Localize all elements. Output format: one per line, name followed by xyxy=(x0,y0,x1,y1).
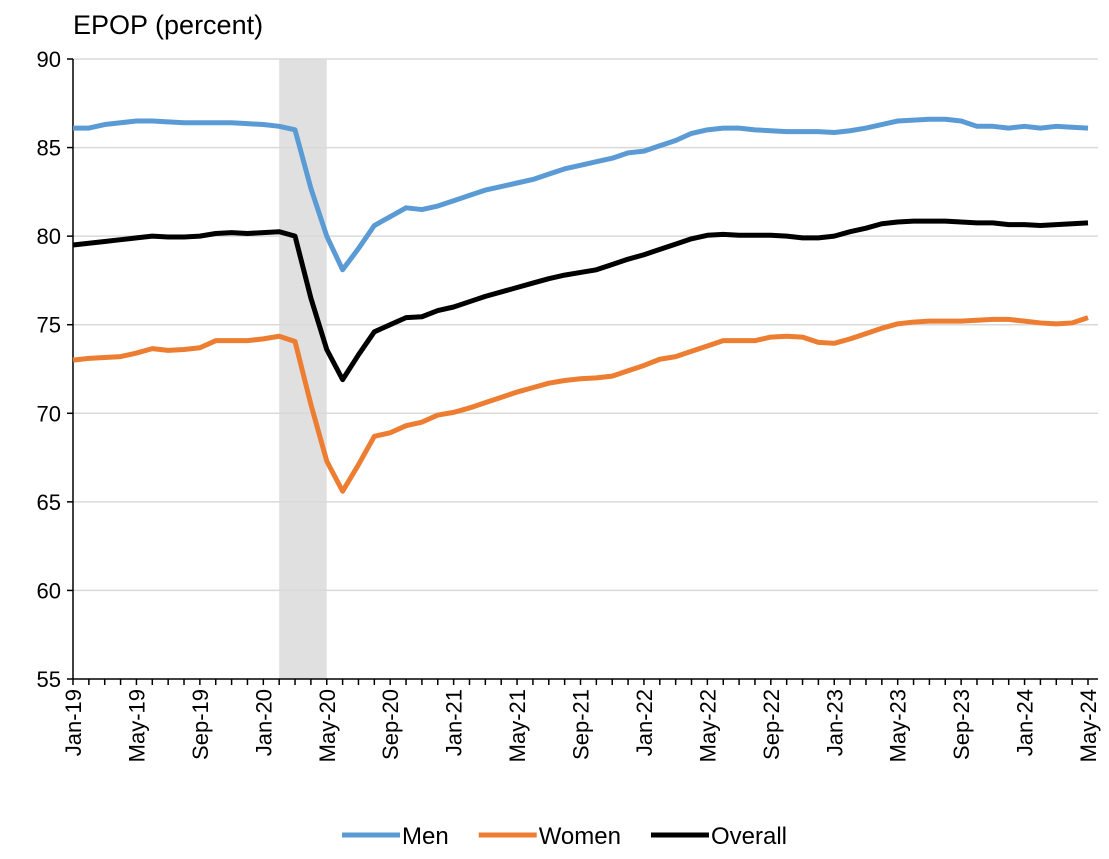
x-tick-label: May-21 xyxy=(505,689,530,762)
series-line xyxy=(73,116,1089,273)
series-line xyxy=(72,218,1089,383)
x-tick-label: Jan-21 xyxy=(442,689,467,756)
legend-label: Overall xyxy=(711,823,787,850)
x-tick-label: May-24 xyxy=(1076,689,1101,762)
x-tick-label: Jan-24 xyxy=(1013,689,1038,756)
y-tick-label: 90 xyxy=(37,47,61,72)
x-tick-label: Sep-19 xyxy=(188,689,213,760)
x-tick-label: Sep-21 xyxy=(569,689,594,760)
legend-label: Women xyxy=(539,823,621,850)
x-tick-label: Sep-20 xyxy=(378,689,403,760)
series-line xyxy=(72,315,1089,494)
y-tick-label: 70 xyxy=(37,401,61,426)
x-tick-label: May-22 xyxy=(695,689,720,762)
y-tick-label: 60 xyxy=(37,578,61,603)
x-tick-label: Jan-22 xyxy=(632,689,657,756)
legend-label: Men xyxy=(402,823,449,850)
legend: Men Women Overall xyxy=(342,823,787,850)
x-tick-label: Jan-20 xyxy=(251,689,276,756)
y-tick-label: 75 xyxy=(37,313,61,338)
y-tick-label: 85 xyxy=(37,136,61,161)
chart-title: EPOP (percent) xyxy=(73,10,263,40)
y-tick-label: 55 xyxy=(37,667,61,692)
y-tick-label: 65 xyxy=(37,490,61,515)
y-tick-label: 80 xyxy=(37,224,61,249)
x-tick-label: Sep-22 xyxy=(759,689,784,760)
x-tick-label: Jan-23 xyxy=(822,689,847,756)
x-tick-label: May-20 xyxy=(315,689,340,762)
x-tick-label: Jan-19 xyxy=(61,689,86,756)
x-tick-label: May-23 xyxy=(886,689,911,762)
x-tick-label: Sep-23 xyxy=(949,689,974,760)
x-tick-label: May-19 xyxy=(124,689,149,762)
